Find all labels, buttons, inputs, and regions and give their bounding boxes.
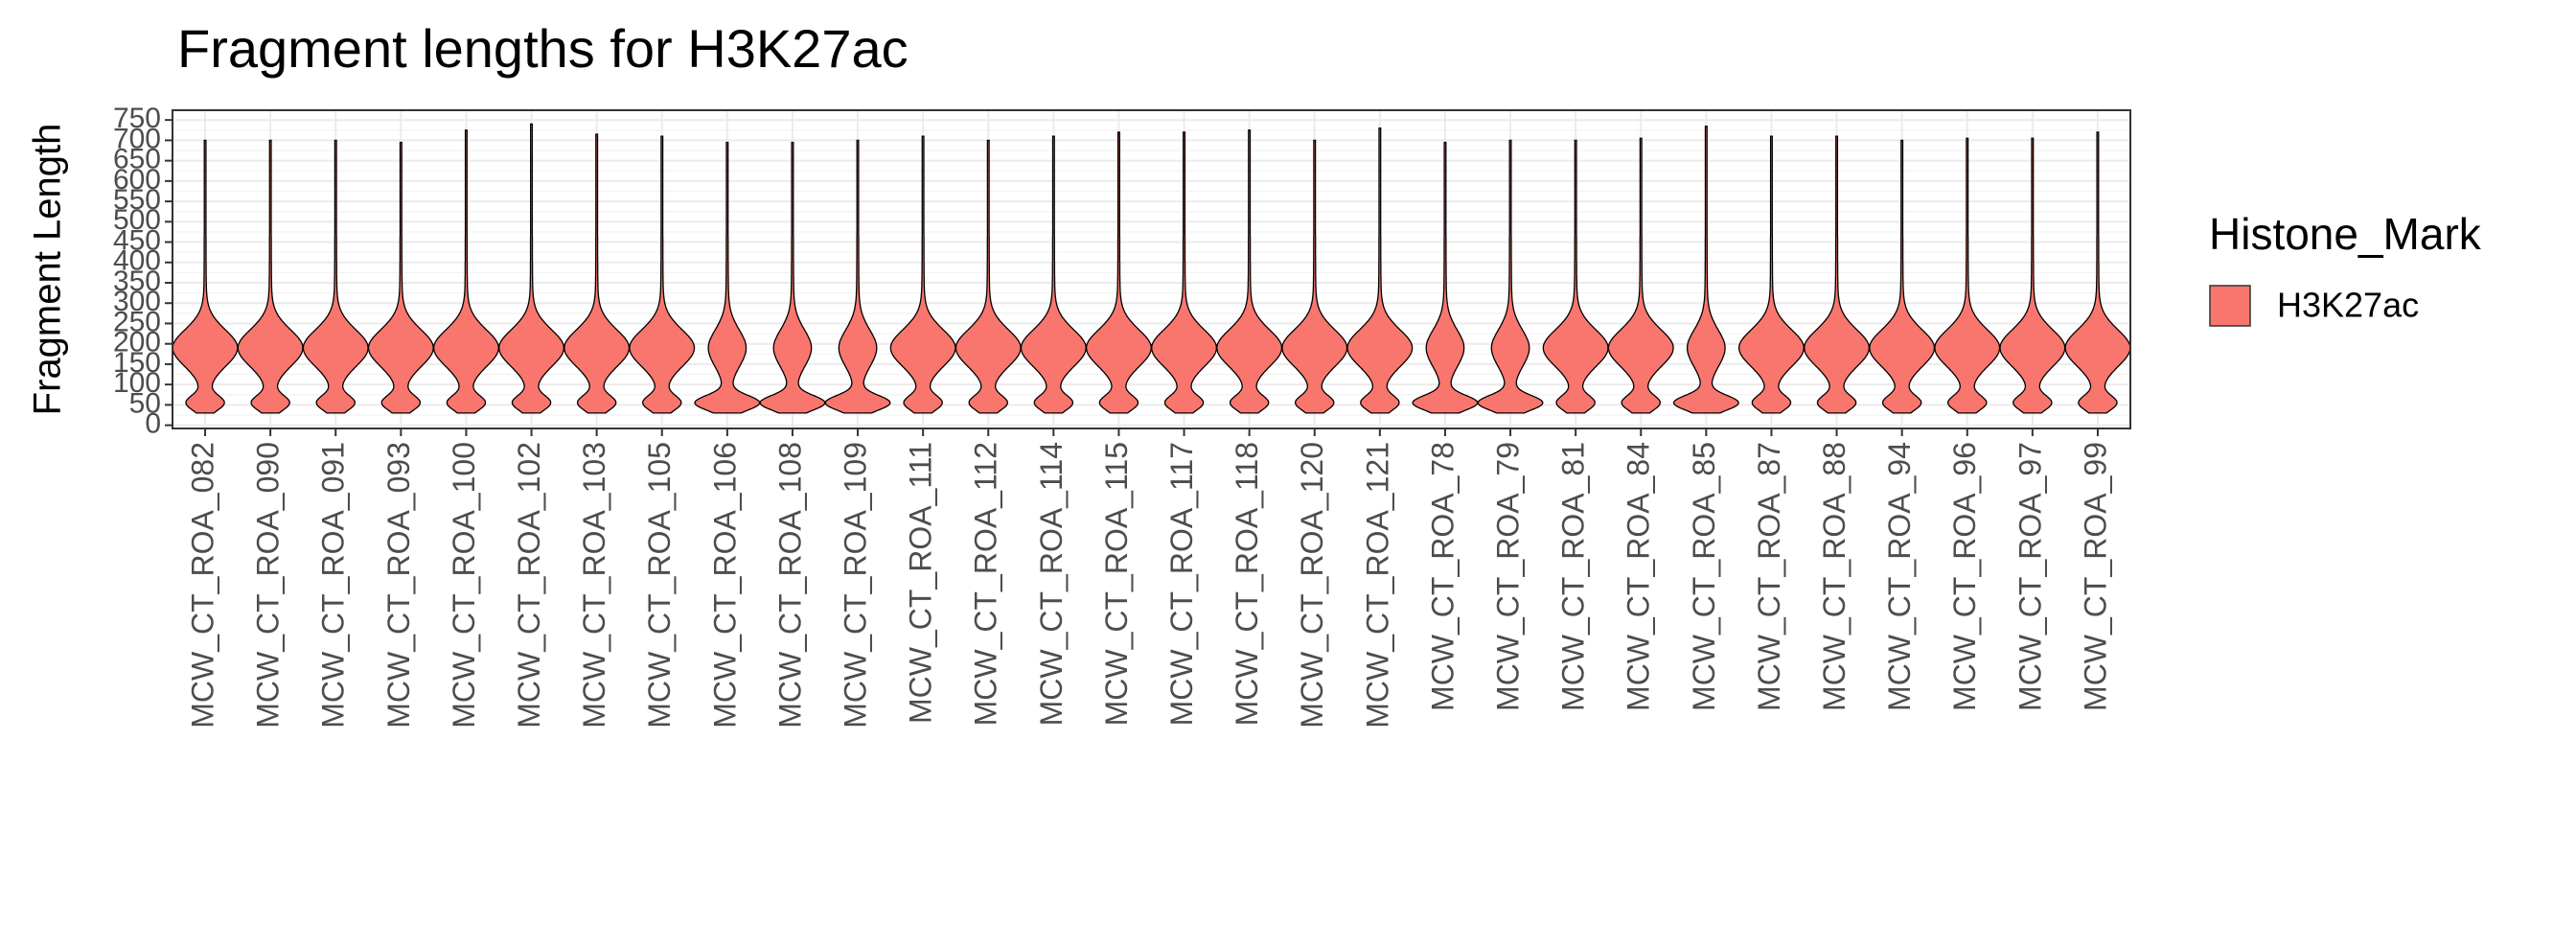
violin	[564, 133, 631, 414]
violin	[1216, 129, 1283, 414]
x-tick-label: MCW_CT_ROA_112	[969, 442, 1003, 726]
violin	[1804, 135, 1870, 414]
legend-key	[2209, 285, 2251, 327]
x-tick-label: MCW_CT_ROA_082	[186, 442, 220, 728]
violin	[1869, 139, 1936, 414]
x-tick-label: MCW_CT_ROA_99	[2078, 442, 2112, 711]
y-tick-label: 400	[113, 245, 161, 277]
violin	[889, 135, 956, 414]
violin	[824, 139, 891, 414]
x-tick-label: MCW_CT_ROA_090	[251, 442, 286, 728]
y-tick-label: 750	[113, 103, 161, 134]
x-tick-label: MCW_CT_ROA_118	[1230, 442, 1264, 726]
y-tick-label: 300	[113, 286, 161, 317]
violin	[2064, 131, 2131, 414]
x-tick-label: MCW_CT_ROA_117	[1164, 442, 1199, 726]
x-tick-label: MCW_CT_ROA_105	[642, 442, 677, 728]
y-axis-label: Fragment Length	[27, 124, 69, 416]
y-tick-label: 500	[113, 204, 161, 236]
y-tick-label: 150	[113, 347, 161, 379]
legend-label: H3K27ac	[2277, 286, 2419, 325]
x-tick-label: MCW_CT_ROA_81	[1556, 442, 1591, 711]
x-tick-label: MCW_CT_ROA_85	[1687, 442, 1721, 711]
violin	[432, 129, 499, 414]
violin	[954, 139, 1022, 414]
x-tick-label: MCW_CT_ROA_102	[512, 442, 546, 728]
y-tick-label: 550	[113, 184, 161, 216]
y-tick-label: 250	[113, 306, 161, 337]
x-tick-label: MCW_CT_ROA_94	[1882, 442, 1917, 711]
x-tick-label: MCW_CT_ROA_115	[1099, 442, 1134, 726]
violin	[1346, 127, 1414, 414]
x-tick-label: MCW_CT_ROA_96	[1947, 442, 1982, 711]
violin	[1672, 125, 1739, 414]
violin	[1607, 137, 1674, 414]
x-tick-label: MCW_CT_ROA_121	[1360, 442, 1394, 728]
x-tick-label: MCW_CT_ROA_84	[1622, 442, 1656, 711]
y-tick-label: 700	[113, 123, 161, 154]
x-tick-label: MCW_CT_ROA_88	[1817, 442, 1852, 711]
x-tick-label: MCW_CT_ROA_103	[577, 442, 611, 728]
violin	[302, 139, 369, 414]
x-tick-label: MCW_CT_ROA_100	[447, 442, 481, 728]
violin	[1085, 131, 1152, 414]
x-tick-label: MCW_CT_ROA_108	[772, 442, 807, 728]
x-tick-label: MCW_CT_ROA_093	[381, 442, 416, 728]
violin	[694, 141, 761, 414]
violin	[367, 141, 434, 414]
x-tick-label: MCW_CT_ROA_120	[1295, 442, 1329, 728]
violin	[629, 135, 696, 414]
y-tick-label: 0	[145, 408, 161, 440]
violin	[1412, 141, 1479, 414]
x-tick-label: MCW_CT_ROA_78	[1425, 442, 1460, 711]
x-tick-label: MCW_CT_ROA_109	[839, 442, 873, 728]
violin	[1151, 131, 1217, 414]
violin	[1477, 139, 1544, 414]
chart-title: Fragment lengths for H3K27ac	[177, 18, 908, 79]
violin	[1737, 135, 1805, 414]
violin	[1999, 137, 2066, 414]
x-tick-label: MCW_CT_ROA_114	[1034, 442, 1069, 726]
violin	[759, 141, 826, 414]
y-tick-label: 350	[113, 266, 161, 297]
y-tick-label: 50	[129, 387, 161, 419]
y-tick-label: 450	[113, 224, 161, 256]
y-tick-label: 200	[113, 327, 161, 358]
x-tick-label: MCW_CT_ROA_111	[904, 442, 938, 724]
x-tick-label: MCW_CT_ROA_97	[2012, 442, 2047, 711]
x-tick-label: MCW_CT_ROA_79	[1491, 442, 1526, 711]
violin	[1281, 139, 1348, 414]
violin	[1934, 137, 2001, 414]
x-tick-label: MCW_CT_ROA_091	[316, 442, 351, 728]
violin	[172, 139, 239, 414]
plot-border	[172, 109, 2131, 429]
x-tick-label: MCW_CT_ROA_87	[1752, 442, 1786, 711]
violin	[1020, 135, 1087, 414]
y-tick-label: 600	[113, 164, 161, 196]
violin	[498, 123, 564, 414]
legend-title: Histone_Mark	[2209, 209, 2482, 259]
y-tick-label: 650	[113, 144, 161, 175]
y-tick-label: 100	[113, 367, 161, 399]
x-tick-label: MCW_CT_ROA_106	[707, 442, 742, 728]
violin	[1542, 139, 1609, 414]
violin	[237, 139, 304, 414]
